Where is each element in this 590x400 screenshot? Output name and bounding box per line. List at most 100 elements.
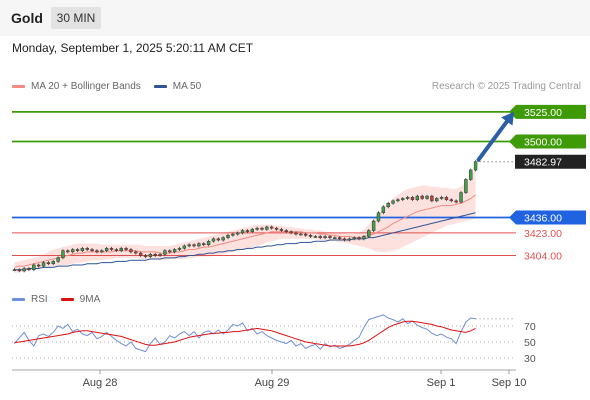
candles-layer (12, 160, 478, 273)
candle-body (61, 250, 65, 259)
candle-body (357, 237, 361, 240)
legend-label-ma50: MA 50 (172, 81, 202, 92)
candle-body (396, 199, 400, 202)
candle-body (32, 264, 36, 270)
rsi-line (14, 314, 476, 353)
timestamp: Monday, September 1, 2025 5:20:11 AM CET (12, 41, 254, 55)
candle-body (148, 254, 153, 257)
candle-body (313, 236, 318, 238)
candle-body (415, 195, 420, 200)
candle-body (124, 248, 128, 250)
timeframe-button[interactable]: 30 MIN (51, 7, 101, 29)
candle-body (435, 198, 439, 202)
candle-body (17, 269, 21, 272)
ma20-line (14, 194, 476, 268)
candle-body (158, 254, 162, 256)
candle-body (66, 250, 70, 253)
x-tick-label: Sep 1 (427, 377, 456, 389)
candle-body (36, 264, 41, 267)
candle-body (362, 236, 366, 240)
level-3525-00-tag (509, 104, 586, 119)
candle-body (444, 197, 449, 200)
candle-body (172, 249, 177, 253)
candle-body (401, 198, 405, 200)
candle-body (255, 227, 259, 230)
ma50-line (14, 212, 476, 271)
header-bar: Gold 30 MIN (0, 0, 590, 36)
level-3423-00-label: 3423.00 (524, 228, 562, 240)
candle-body (153, 254, 157, 256)
candle-body (381, 206, 386, 213)
research-credit: Research © 2025 Trading Central (431, 81, 581, 92)
legend-swatch-rsi (12, 298, 25, 301)
candle-body (303, 233, 308, 236)
level-3436-00-tag (509, 210, 586, 225)
level-3482-97-label: 3482.97 (524, 157, 562, 169)
candle-body (134, 251, 138, 254)
candle-body (250, 229, 254, 232)
legend-label-ma20: MA 20 + Bollinger Bands (31, 81, 141, 92)
legend-label-9ma: 9MA (79, 294, 101, 305)
candle-body (284, 230, 288, 232)
candle-body (425, 195, 429, 199)
legend-item-9ma: 9MA (60, 294, 101, 305)
candle-body (226, 235, 230, 238)
level-3404-00-label: 3404.00 (524, 250, 562, 262)
rsi-legend: RSI 9MA (12, 294, 113, 305)
candle-body (104, 248, 109, 251)
candle-body (269, 226, 274, 229)
rsi-tick-30: 30 (524, 353, 536, 365)
rsi-panel: 70 50 30 (12, 314, 536, 365)
indicator-lines-layer (14, 194, 476, 271)
candle-body (138, 252, 143, 256)
candle-body (240, 230, 245, 234)
candle-body (323, 236, 327, 238)
candle-body (27, 268, 31, 270)
candle-body (265, 226, 269, 230)
candle-body (168, 250, 172, 253)
forecast-arrow-head (501, 111, 514, 126)
candle-body (274, 227, 279, 230)
candle-body (367, 230, 371, 237)
forecast-layer (476, 111, 514, 162)
candle-body (328, 236, 332, 238)
candle-body (260, 227, 264, 230)
candle-body (85, 248, 89, 250)
rsi-tick-50: 50 (524, 337, 536, 349)
bollinger-band-fill (14, 168, 476, 274)
candle-body (337, 237, 342, 240)
candle-body (90, 249, 94, 251)
candle-body (197, 243, 201, 247)
x-tick-label: Aug 29 (255, 377, 290, 389)
candle-body (236, 232, 240, 235)
candle-body (75, 249, 80, 251)
candle-body (182, 245, 187, 249)
candle-body (231, 233, 235, 236)
candle-body (386, 202, 390, 208)
legend-item-ma50: MA 50 (153, 81, 202, 92)
x-tick-label: Aug 28 (83, 377, 118, 389)
candle-body (187, 244, 191, 247)
candle-body (469, 169, 473, 180)
legend-swatch-ma20 (12, 85, 25, 88)
candle-body (12, 269, 17, 271)
candle-body (473, 161, 478, 171)
candle-body (299, 233, 303, 236)
candle-body (70, 249, 75, 253)
candle-body (333, 237, 337, 239)
legend-swatch-ma50 (153, 85, 167, 88)
level-3500-00-label: 3500.00 (524, 137, 562, 149)
legend-label-rsi: RSI (31, 294, 48, 305)
candle-body (143, 255, 148, 257)
candle-body (80, 248, 85, 251)
legend-item-ma20: MA 20 + Bollinger Bands (12, 81, 141, 92)
candle-body (192, 244, 196, 247)
candle-body (163, 250, 167, 255)
candle-body (22, 268, 26, 272)
bollinger-band-layer (14, 168, 476, 274)
candle-body (352, 237, 356, 240)
symbol-name: Gold (11, 10, 43, 26)
candle-body (405, 197, 410, 199)
candle-body (119, 248, 123, 251)
